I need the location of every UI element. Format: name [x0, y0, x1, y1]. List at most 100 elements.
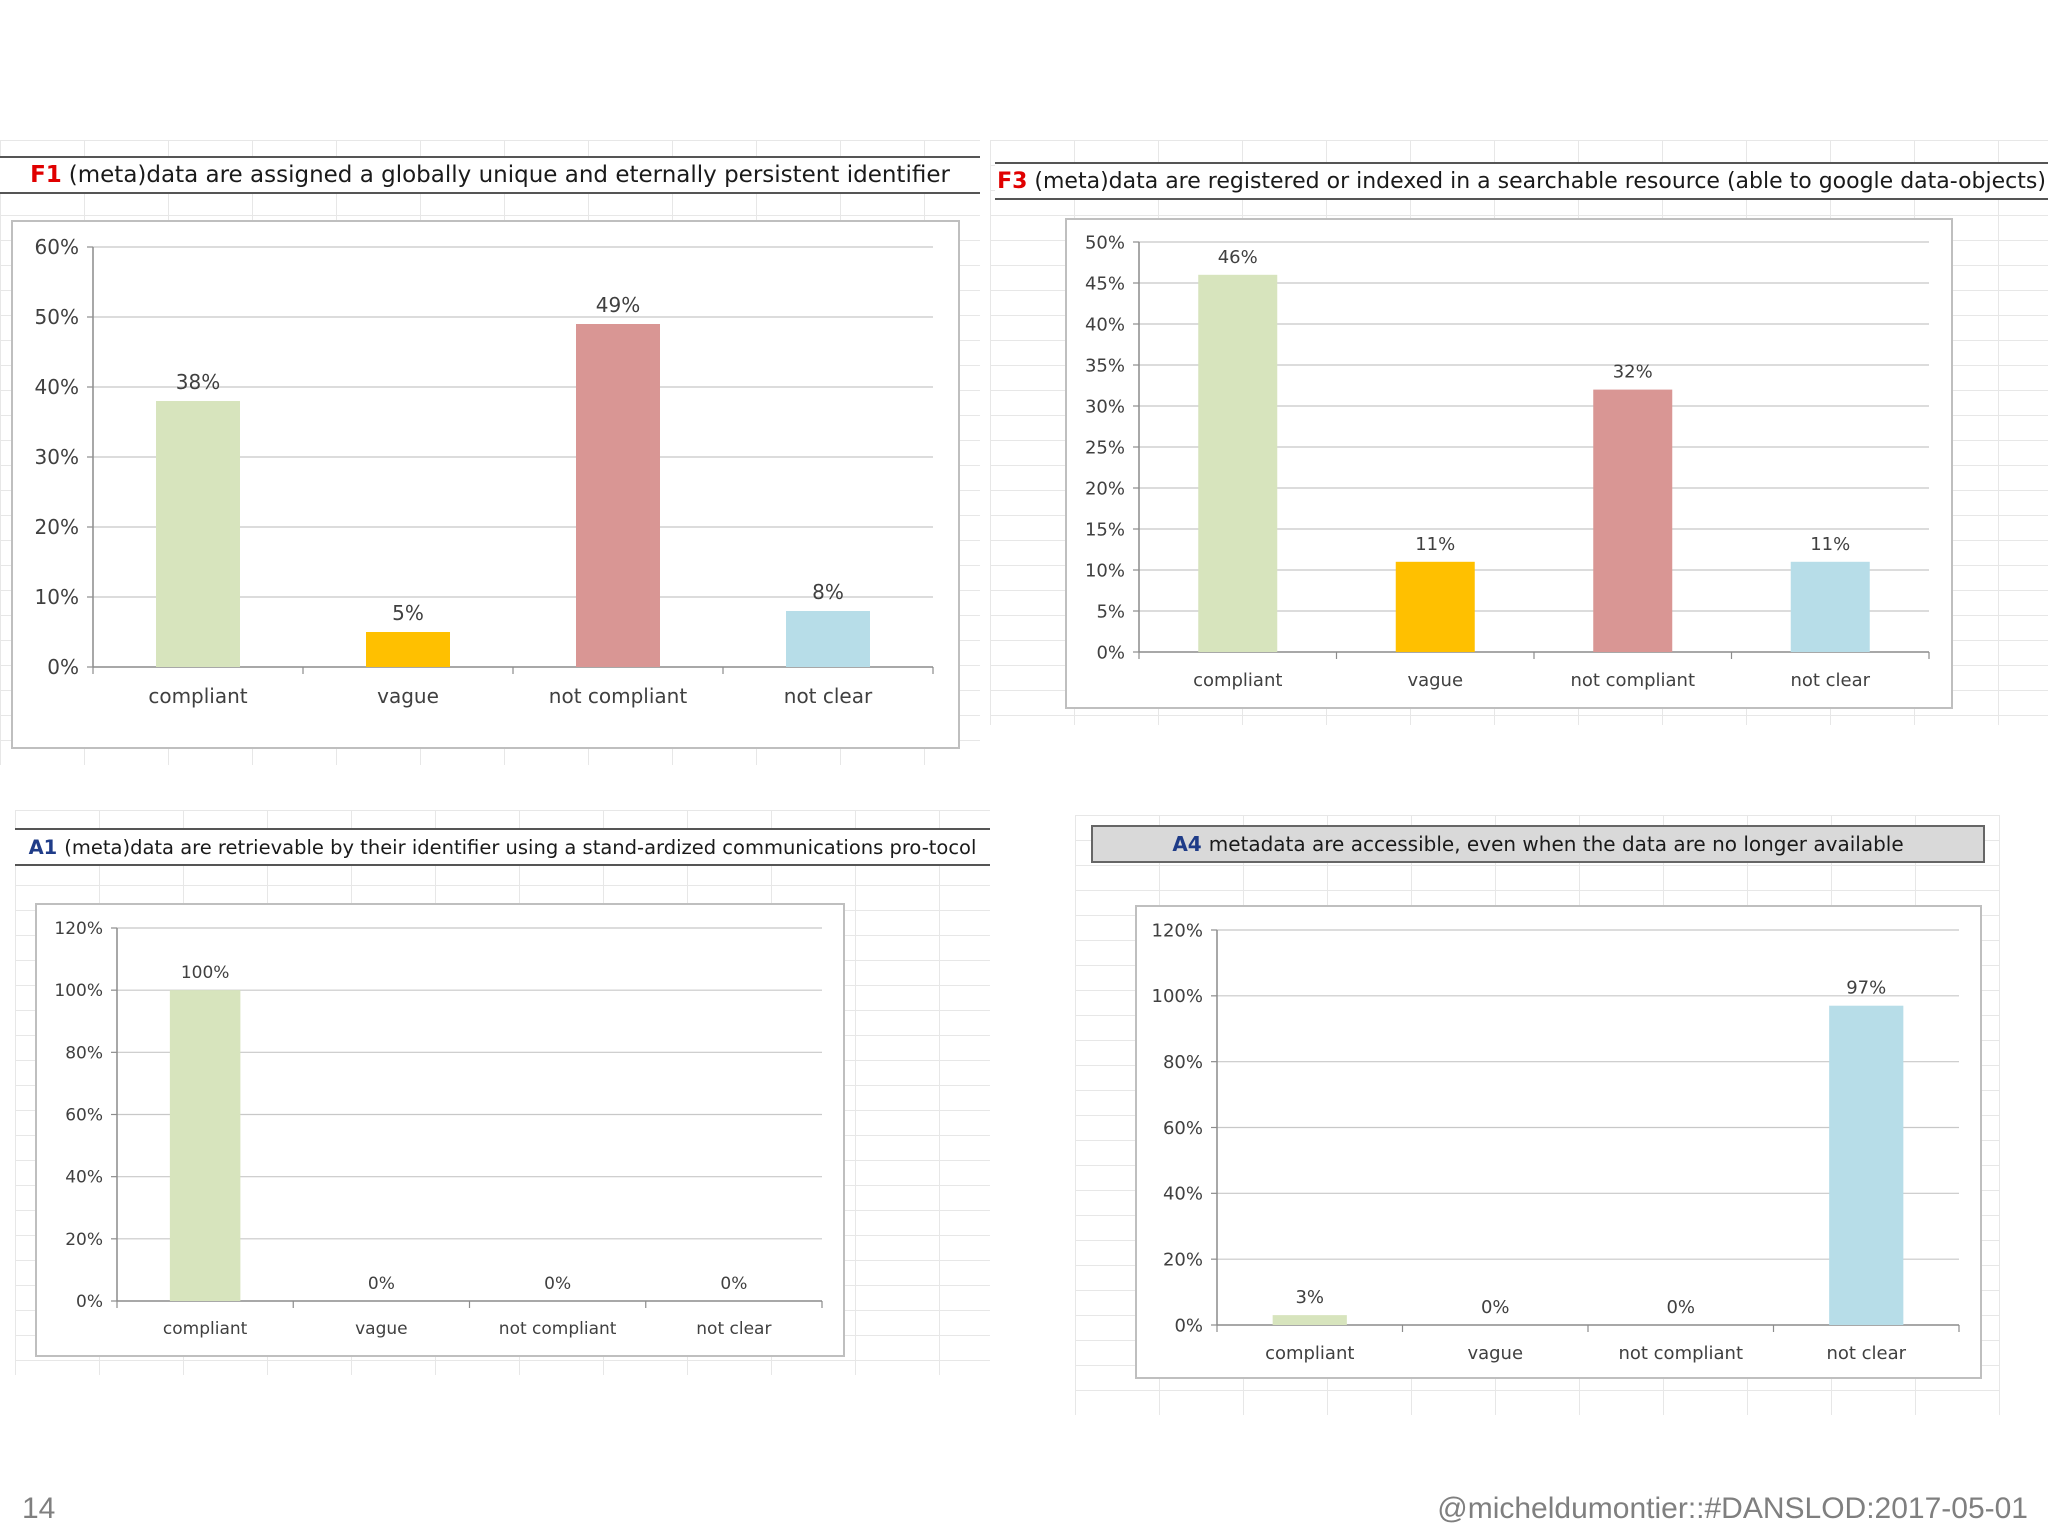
y-tick-label: 100%	[1152, 986, 1203, 1007]
x-category-label: not clear	[696, 1319, 771, 1339]
y-tick-label: 60%	[65, 1105, 103, 1125]
y-tick-label: 20%	[1085, 478, 1125, 499]
bar-not-clear	[1829, 1005, 1904, 1325]
y-tick-label: 30%	[35, 445, 79, 469]
y-tick-label: 35%	[1085, 355, 1125, 376]
data-label: 0%	[1666, 1297, 1695, 1318]
panel-f1: F1 (meta)data are assigned a globally un…	[0, 140, 980, 765]
y-tick-label: 80%	[1163, 1052, 1203, 1073]
y-tick-label: 40%	[1163, 1184, 1203, 1205]
x-category-label: not compliant	[1570, 670, 1695, 691]
y-tick-label: 40%	[1085, 314, 1125, 335]
x-category-label: not clear	[784, 684, 873, 708]
chart-box-a4: 0% 20% 40% 60% 80% 100% 120% 3% compliant 0% vague…	[1135, 905, 1982, 1379]
bar-compliant	[156, 401, 240, 667]
page-number: 14	[22, 1492, 56, 1525]
chart-title-f1: F1 (meta)data are assigned a globally un…	[0, 156, 980, 194]
data-label: 0%	[544, 1274, 571, 1294]
y-tick-label: 100%	[54, 981, 103, 1001]
data-label: 38%	[176, 370, 220, 394]
y-tick-label: 80%	[65, 1043, 103, 1063]
x-category-label: compliant	[1193, 670, 1282, 691]
y-tick-label: 120%	[54, 919, 103, 939]
y-tick-label: 15%	[1085, 519, 1125, 540]
data-label: 32%	[1613, 362, 1653, 383]
y-tick-label: 40%	[65, 1168, 103, 1188]
bar-not-compliant	[576, 324, 660, 667]
data-label: 0%	[720, 1274, 747, 1294]
bar-compliant	[169, 990, 241, 1301]
data-label: 11%	[1810, 534, 1850, 555]
chart-f3: 0% 5% 10% 15% 20% 25% 30% 35% 40% 45% 50% 46% compli…	[1085, 232, 1930, 691]
panel-a1: A1 (meta)data are retrievable by their i…	[15, 810, 990, 1375]
chart-f1: 0% 10% 20% 30% 40% 50% 60% 38% compliant 5% vague 4…	[35, 235, 934, 708]
y-tick-label: 0%	[47, 655, 79, 679]
y-tick-label: 50%	[35, 305, 79, 329]
y-tick-label: 10%	[35, 585, 79, 609]
title-code-a4: A4	[1172, 832, 1202, 856]
x-category-label: compliant	[1265, 1343, 1354, 1364]
bar-not-compliant	[1593, 389, 1673, 652]
panel-a4: A4 metadata are accessible, even when th…	[1075, 815, 2000, 1415]
x-category-label: not clear	[1826, 1343, 1906, 1364]
y-tick-label: 60%	[1163, 1118, 1203, 1139]
chart-box-f1: 0% 10% 20% 30% 40% 50% 60% 38% compliant 5% vague 4…	[11, 220, 960, 749]
y-tick-label: 30%	[1085, 396, 1125, 417]
y-tick-label: 20%	[35, 515, 79, 539]
data-label: 11%	[1415, 534, 1455, 555]
chart-title-f3: F3 (meta)data are registered or indexed …	[995, 162, 2048, 200]
x-category-label: vague	[1467, 1343, 1523, 1364]
x-category-label: vague	[377, 684, 439, 708]
y-tick-label: 0%	[1096, 642, 1125, 663]
data-label: 3%	[1295, 1287, 1324, 1308]
y-tick-label: 20%	[1163, 1249, 1203, 1270]
bar-not-clear	[1790, 561, 1870, 652]
data-label: 49%	[596, 293, 640, 317]
x-category-label: not compliant	[1618, 1343, 1743, 1364]
chart-a4: 0% 20% 40% 60% 80% 100% 120% 3% compliant 0% vague…	[1152, 920, 1960, 1364]
x-category-label: vague	[1407, 670, 1463, 691]
title-code-a1: A1	[28, 835, 58, 859]
data-label: 8%	[812, 580, 844, 604]
data-label: 5%	[392, 601, 424, 625]
title-text-f3: (meta)data are registered or indexed in …	[1034, 168, 2046, 194]
chart-title-a1: A1 (meta)data are retrievable by their i…	[15, 828, 990, 866]
y-tick-label: 0%	[76, 1292, 103, 1312]
data-label: 100%	[181, 963, 230, 983]
bar-vague	[1395, 561, 1475, 652]
footer-credit: @micheldumontier::#DANSLOD:2017-05-01	[1437, 1492, 2028, 1525]
data-label: 0%	[1481, 1297, 1510, 1318]
title-code-f1: F1	[30, 162, 62, 188]
x-category-label: not compliant	[549, 684, 688, 708]
y-tick-label: 0%	[1174, 1315, 1203, 1336]
y-tick-label: 25%	[1085, 437, 1125, 458]
chart-box-a1: 0% 20% 40% 60% 80% 100% 120% 100% compliant 0% vag…	[35, 903, 845, 1357]
y-tick-label: 40%	[35, 375, 79, 399]
y-tick-label: 45%	[1085, 273, 1125, 294]
bar-compliant	[1198, 274, 1278, 652]
y-tick-label: 50%	[1085, 232, 1125, 253]
x-category-label: not compliant	[499, 1319, 617, 1339]
x-category-label: not clear	[1790, 670, 1870, 691]
y-tick-label: 60%	[35, 235, 79, 259]
bar-vague	[366, 632, 450, 667]
y-tick-label: 120%	[1152, 920, 1203, 941]
y-tick-label: 10%	[1085, 560, 1125, 581]
y-tick-label: 5%	[1096, 601, 1125, 622]
data-label: 97%	[1846, 978, 1886, 999]
chart-title-a4: A4 metadata are accessible, even when th…	[1091, 825, 1985, 863]
x-category-label: compliant	[163, 1319, 248, 1339]
title-text-f1: (meta)data are assigned a globally uniqu…	[68, 162, 950, 188]
bar-not-clear	[786, 611, 870, 667]
title-code-f3: F3	[997, 168, 1028, 194]
data-label: 46%	[1218, 247, 1258, 268]
panel-f3: F3 (meta)data are registered or indexed …	[990, 140, 2048, 725]
x-category-label: vague	[355, 1319, 408, 1339]
bar-compliant	[1272, 1315, 1347, 1325]
title-text-a4: metadata are accessible, even when the d…	[1208, 832, 1904, 856]
chart-box-f3: 0% 5% 10% 15% 20% 25% 30% 35% 40% 45% 50% 46% compli…	[1065, 218, 1953, 709]
y-tick-label: 20%	[65, 1230, 103, 1250]
title-text-a1: (meta)data are retrievable by their iden…	[64, 835, 977, 859]
chart-a1: 0% 20% 40% 60% 80% 100% 120% 100% compliant 0% vag…	[54, 919, 823, 1339]
x-category-label: compliant	[148, 684, 247, 708]
